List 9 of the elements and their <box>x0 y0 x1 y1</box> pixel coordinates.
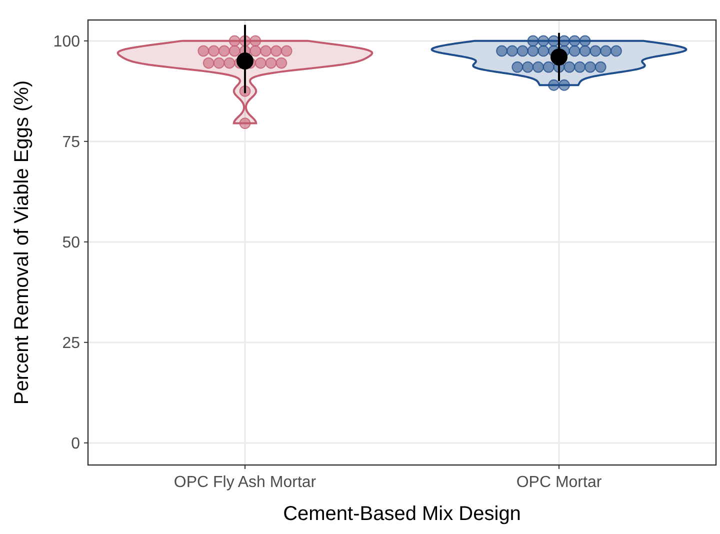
x-tick-label: OPC Mortar <box>516 474 602 491</box>
y-tick-label: 75 <box>62 134 80 151</box>
x-tick-label: OPC Fly Ash Mortar <box>174 474 317 491</box>
y-axis-title: Percent Removal of Viable Eggs (%) <box>11 80 33 405</box>
y-tick-label: 25 <box>62 334 80 352</box>
y-tick-label: 50 <box>62 234 80 252</box>
y-tick-label: 100 <box>53 34 80 51</box>
y-tick-label: 0 <box>71 435 80 452</box>
x-axis-title: Cement-Based Mix Design <box>283 503 521 525</box>
